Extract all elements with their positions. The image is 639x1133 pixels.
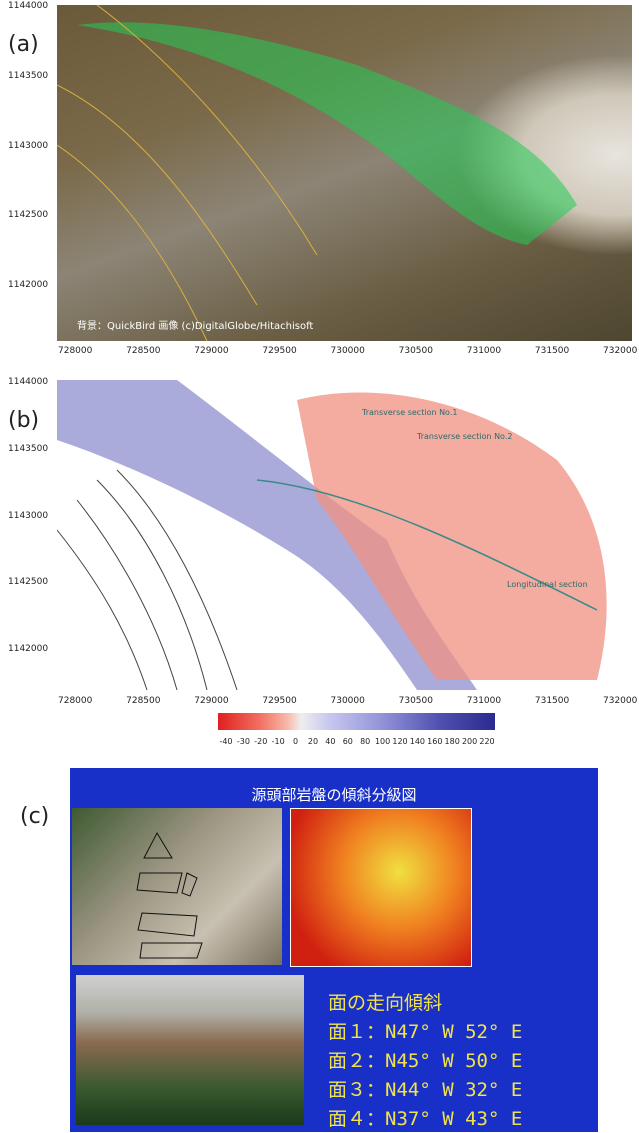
x-tick-label: 729000 <box>194 696 228 706</box>
y-tick-label: 1143000 <box>8 511 48 521</box>
slope-map <box>290 808 472 967</box>
x-tick-label: 729500 <box>262 346 296 356</box>
list-item: 面３：N44° W 32° E <box>328 1075 522 1102</box>
y-tick-label: 1142000 <box>8 280 48 290</box>
overlay <box>57 380 632 690</box>
annotation: Longitudinal section <box>507 580 588 589</box>
y-tick-label: 1142000 <box>8 644 48 654</box>
panel-label: (b) <box>8 408 39 433</box>
elevation-map: Transverse section No.1 Transverse secti… <box>57 380 632 690</box>
panel-label: (a) <box>8 32 39 57</box>
x-tick-label: 731000 <box>467 346 501 356</box>
y-tick-label: 1142500 <box>8 577 48 587</box>
list-item: 面２：N45° W 50° E <box>328 1046 522 1073</box>
y-tick-label: 1142500 <box>8 210 48 220</box>
annotation: Transverse section No.2 <box>417 432 512 441</box>
list-item: 面１：N47° W 52° E <box>328 1017 522 1044</box>
slide-title: 源頭部岩盤の傾斜分級図 <box>70 784 598 805</box>
y-tick-label: 1143500 <box>8 71 48 81</box>
satellite-image: 背景：QuickBird 画像 (c)DigitalGlobe/Hitachis… <box>57 5 632 341</box>
x-tick-label: 731500 <box>535 696 569 706</box>
x-tick-label: 728000 <box>58 346 92 356</box>
x-tick-label: 729000 <box>194 346 228 356</box>
x-tick-label: 729500 <box>262 696 296 706</box>
photo <box>72 808 282 965</box>
x-tick-label: 731500 <box>535 346 569 356</box>
x-tick-label: 732000 <box>603 346 637 356</box>
colorbar-tick-label: 220 <box>477 737 497 746</box>
x-tick-label: 730500 <box>399 346 433 356</box>
overlay <box>57 5 632 341</box>
photo <box>76 975 304 1125</box>
y-tick-label: 1143000 <box>8 141 48 151</box>
landslide-area <box>77 22 577 245</box>
x-tick-label: 728500 <box>126 346 160 356</box>
list-item: 面４：N37° W 43° E <box>328 1104 522 1131</box>
outlines <box>137 833 202 958</box>
list-title: 面の走向傾斜 <box>328 988 442 1015</box>
colorbar <box>218 713 495 730</box>
annotation: Transverse section No.1 <box>362 408 457 417</box>
x-tick-label: 732000 <box>603 696 637 706</box>
x-tick-label: 730000 <box>331 346 365 356</box>
page: (a) 背景：QuickBird 画像 (c)DigitalGlobe/Hita… <box>0 0 639 1133</box>
y-tick-label: 1144000 <box>8 1 48 11</box>
x-tick-label: 728500 <box>126 696 160 706</box>
x-tick-label: 730000 <box>331 696 365 706</box>
y-tick-label: 1144000 <box>8 377 48 387</box>
credit: 背景：QuickBird 画像 (c)DigitalGlobe/Hitachis… <box>77 317 313 332</box>
panel-label: (c) <box>20 804 49 829</box>
y-tick-label: 1143500 <box>8 444 48 454</box>
overlay <box>72 808 282 965</box>
x-tick-label: 728000 <box>58 696 92 706</box>
x-tick-label: 731000 <box>467 696 501 706</box>
x-tick-label: 730500 <box>399 696 433 706</box>
